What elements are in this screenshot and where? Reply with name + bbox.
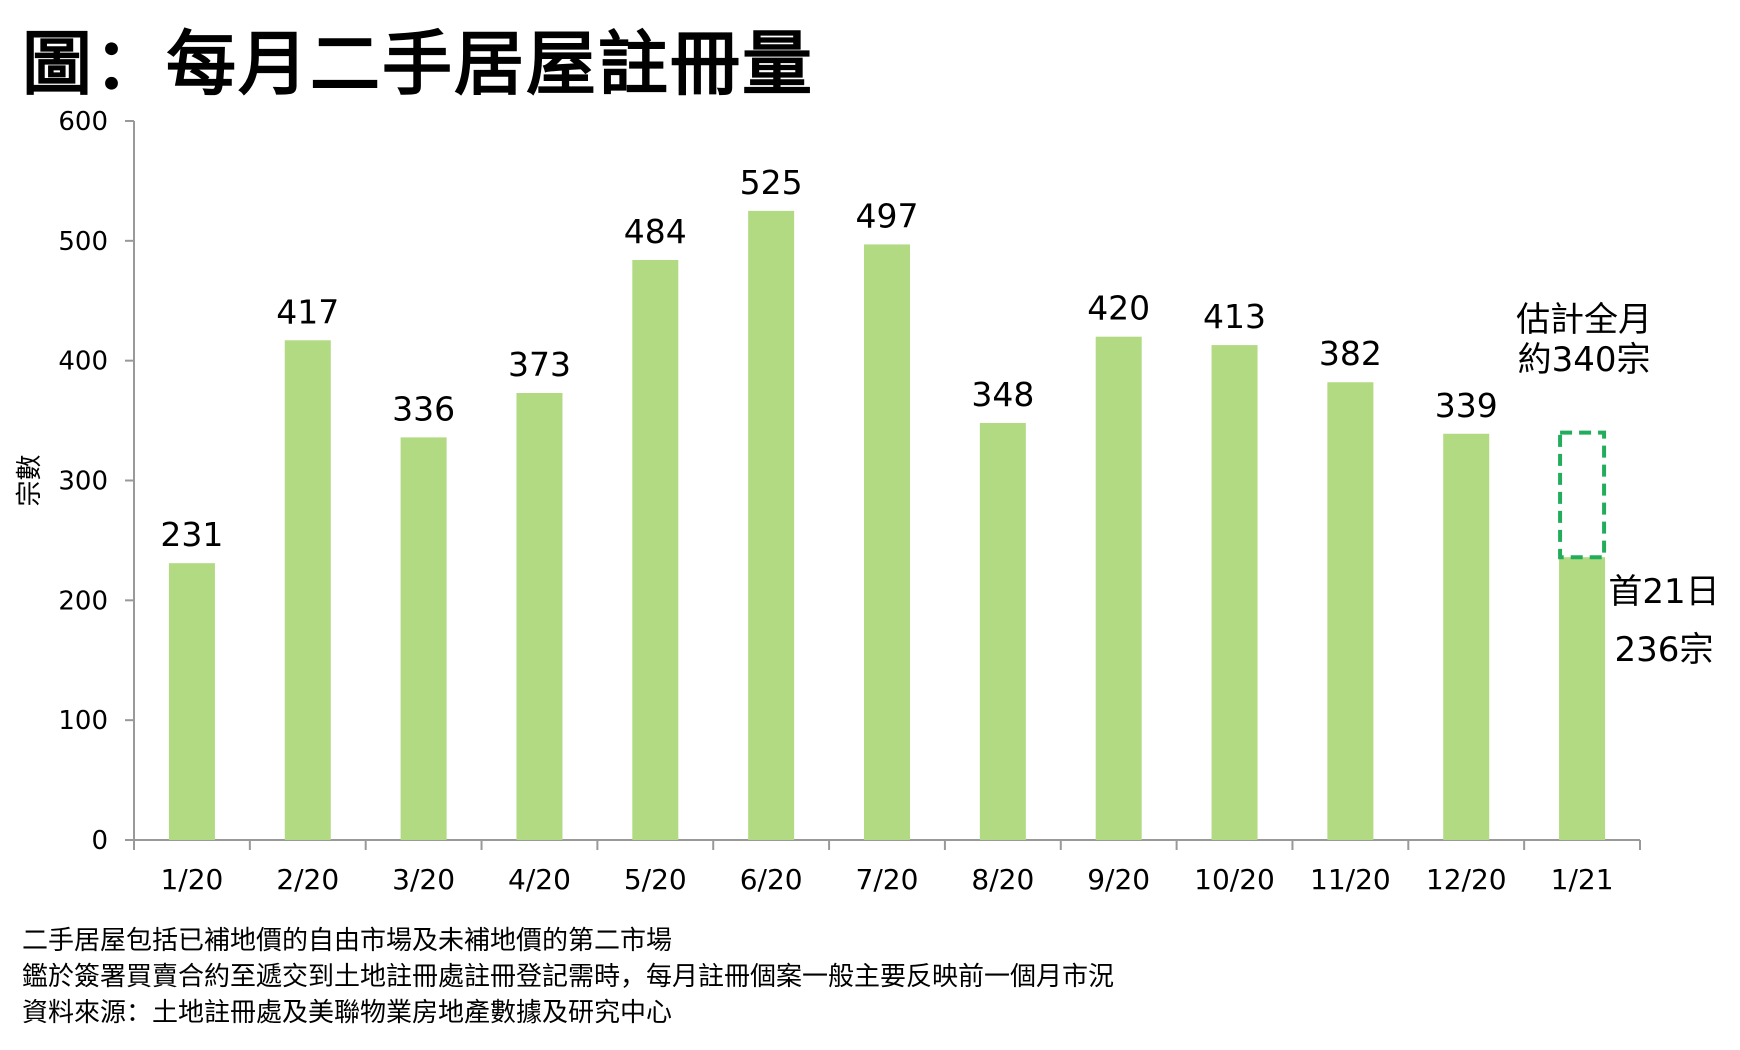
- partial-month-label: 236宗: [1615, 630, 1714, 670]
- x-tick-label: 9/20: [1087, 863, 1150, 896]
- x-tick-label: 12/20: [1426, 863, 1507, 896]
- estimate-outline: [1558, 430, 1607, 560]
- data-label: 497: [856, 196, 919, 235]
- data-label: 373: [508, 345, 571, 384]
- chart-bars: [168, 210, 1607, 840]
- bar-10-20: [1211, 345, 1258, 840]
- note-line: 鑑於簽署買賣合約至遞交到土地註冊處註冊登記需時，每月註冊個案一般主要反映前一個月…: [22, 962, 1115, 992]
- note-line: 二手居屋包括已補地價的自由市場及未補地價的第二市場: [22, 926, 673, 956]
- chart-title: 圖：每月二手居屋註冊量: [22, 23, 814, 105]
- estimate-label: 估計全月: [1516, 300, 1652, 340]
- bar-7-20: [864, 244, 910, 840]
- x-tick-label: 8/20: [971, 863, 1034, 896]
- bar-chart: 0 100 200 300 400 500 600 宗數 1/20 231 2/20 417 3/20…: [15, 107, 1720, 896]
- bar-11-20: [1327, 382, 1374, 840]
- y-tick-label: 200: [58, 586, 108, 616]
- x-tick-label: 3/20: [392, 863, 455, 896]
- data-label: 525: [740, 163, 803, 202]
- bar-9-20: [1095, 336, 1142, 840]
- bar-1-21: [1559, 557, 1606, 840]
- chart-labels: 1/20 231 2/20 417 3/20 336 4/20 373 5/20 484 6/20 5…: [160, 163, 1719, 896]
- data-label: 484: [624, 212, 687, 251]
- y-tick-label: 100: [58, 706, 108, 736]
- note-line: 資料來源：土地註冊處及美聯物業房地產數據及研究中心: [22, 998, 673, 1028]
- y-axis-label: 宗數: [15, 454, 45, 506]
- estimate-label: 約340宗: [1518, 340, 1651, 380]
- bar-12-20: [1443, 433, 1490, 840]
- bar-1-20: [168, 563, 215, 840]
- bar-8-20: [979, 422, 1026, 840]
- partial-month-label: 首21日: [1608, 572, 1719, 612]
- data-label: 420: [1087, 289, 1150, 328]
- data-label: 382: [1319, 334, 1382, 373]
- bar-4-20: [516, 393, 563, 840]
- bar-6-20: [748, 210, 795, 840]
- x-tick-label: 11/20: [1310, 863, 1391, 896]
- data-label: 336: [392, 389, 455, 428]
- x-tick-label: 1/20: [160, 863, 223, 896]
- x-tick-label: 6/20: [740, 863, 803, 896]
- bar-5-20: [632, 260, 679, 840]
- x-tick-label: 1/21: [1551, 863, 1614, 896]
- y-tick-label: 400: [58, 347, 108, 377]
- bar-2-20: [284, 340, 331, 840]
- x-tick-label: 10/20: [1194, 863, 1275, 896]
- data-label: 417: [276, 292, 339, 331]
- y-tick-label: 600: [58, 107, 108, 137]
- x-tick-label: 4/20: [508, 863, 571, 896]
- data-label: 413: [1203, 297, 1266, 336]
- data-label: 231: [160, 515, 223, 554]
- y-tick-label: 300: [58, 467, 108, 497]
- x-tick-label: 5/20: [624, 863, 687, 896]
- x-tick-label: 7/20: [856, 863, 919, 896]
- y-tick-label: 0: [91, 826, 108, 856]
- chart-notes: 二手居屋包括已補地價的自由市場及未補地價的第二市場 鑑於簽署買賣合約至遞交到土地…: [22, 923, 1114, 1031]
- chart-axes: 0 100 200 300 400 500 600 宗數: [15, 107, 1641, 856]
- y-tick-label: 500: [58, 227, 108, 257]
- data-label: 348: [971, 375, 1034, 414]
- x-tick-label: 2/20: [276, 863, 339, 896]
- data-label: 339: [1435, 386, 1498, 425]
- bar-3-20: [400, 437, 447, 840]
